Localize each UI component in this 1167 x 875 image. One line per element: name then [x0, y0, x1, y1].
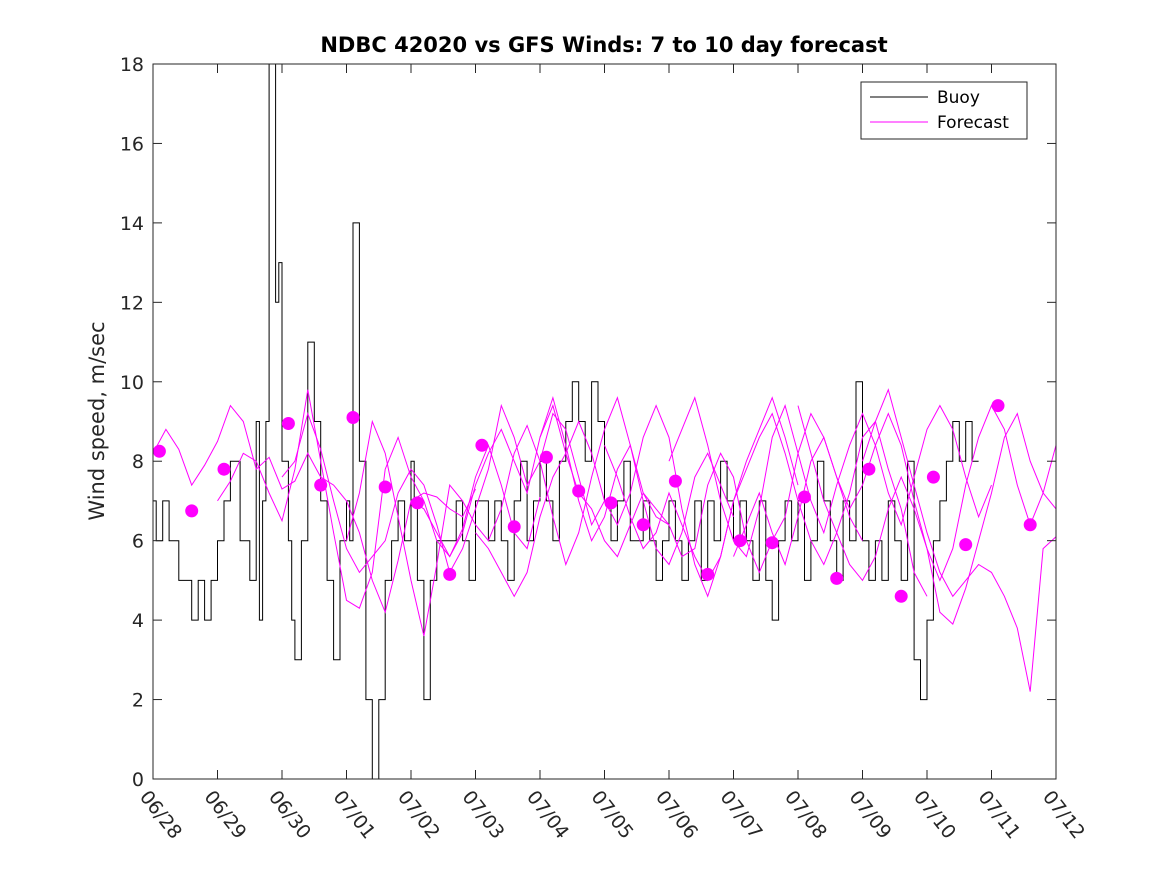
forecast-line-2 [217, 389, 541, 609]
forecast-marker [1023, 518, 1037, 532]
forecast-line-7 [539, 404, 863, 574]
legend-forecast-label: Forecast [937, 113, 1009, 133]
forecast-marker [185, 504, 199, 518]
plot-area: 06/28 06/29 06/30 07/01 07/02 07/03 07/04 07/05… [120, 54, 1089, 843]
forecast-marker [862, 462, 876, 476]
legend-buoy-label: Buoy [937, 88, 980, 108]
y-tick-label: 16 [120, 133, 144, 155]
forecast-marker [636, 518, 650, 532]
forecast-marker [152, 444, 166, 458]
forecast-marker [410, 496, 424, 510]
forecast-marker [507, 520, 521, 534]
legend-box [860, 81, 1028, 140]
buoy-series [153, 63, 979, 780]
forecast-marker [475, 438, 489, 452]
forecast-series [152, 388, 1057, 692]
forecast-marker [991, 399, 1005, 413]
forecast-marker [894, 589, 908, 603]
y-tick-label: 0 [132, 769, 144, 791]
buoy-line [153, 63, 979, 780]
forecast-marker [314, 478, 328, 492]
forecast-line-6 [475, 396, 799, 598]
forecast-marker [765, 536, 779, 550]
forecast-marker [701, 567, 715, 581]
forecast-marker [733, 534, 747, 548]
forecast-marker [217, 462, 231, 476]
forecast-marker [443, 567, 457, 581]
forecast-marker [378, 480, 392, 494]
y-tick-label: 8 [132, 451, 144, 473]
forecast-line-9 [668, 396, 992, 558]
forecast-marker [798, 490, 811, 504]
y-tick-label: 6 [132, 531, 144, 553]
forecast-marker [668, 474, 682, 488]
forecast-line-1 [152, 404, 476, 614]
y-tick-label: 18 [120, 54, 144, 76]
forecast-line-12 [862, 388, 1057, 692]
forecast-line-3 [281, 403, 605, 574]
y-ticks: 0 2 4 6 8 10 12 14 16 18 [120, 54, 1056, 791]
forecast-marker [572, 484, 586, 498]
forecast-marker [926, 470, 940, 484]
y-tick-label: 10 [120, 372, 144, 394]
forecast-marker [346, 411, 360, 424]
forecast-line-8 [604, 412, 928, 597]
forecast-marker [830, 571, 844, 585]
forecast-marker [959, 538, 973, 552]
forecast-marker [539, 450, 553, 464]
forecast-line-4 [346, 396, 670, 637]
forecast-marker [281, 417, 295, 430]
y-tick-label: 2 [132, 690, 144, 712]
chart-title: NDBC 42020 vs GFS Winds: 7 to 10 day for… [320, 33, 887, 57]
y-axis-label: Wind speed, m/sec [85, 321, 109, 520]
y-tick-label: 12 [120, 292, 144, 314]
forecast-markers [152, 399, 1037, 603]
forecast-line-10 [733, 404, 1057, 582]
legend: Buoy Forecast [860, 81, 1028, 140]
y-tick-label: 14 [120, 213, 144, 235]
forecast-line-11 [797, 405, 1057, 625]
forecast-marker [604, 496, 618, 510]
y-tick-label: 4 [132, 610, 144, 632]
